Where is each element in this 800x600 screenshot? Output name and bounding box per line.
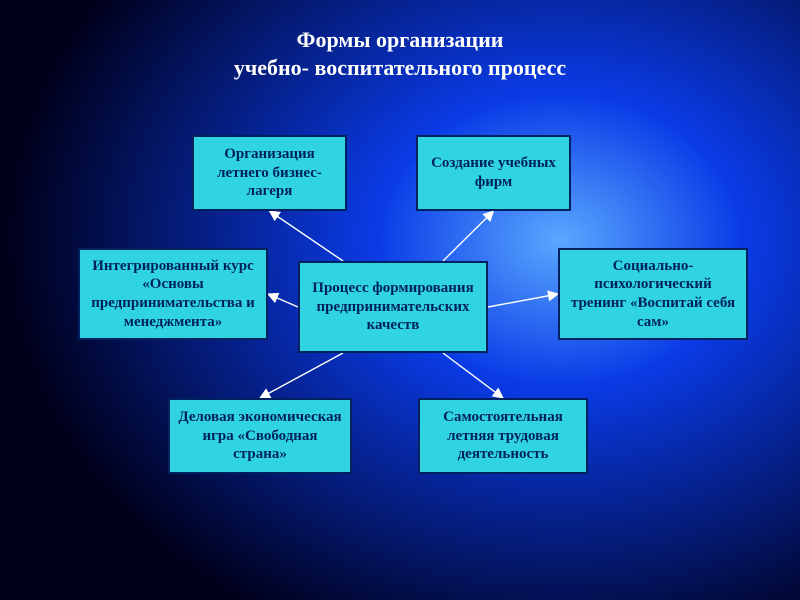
diagram-stage: Формы организации учебно- воспитательног… bbox=[0, 0, 800, 600]
node-top-left: Организация летнего бизнес-лагеря bbox=[192, 135, 347, 211]
node-top-left-label: Организация летнего бизнес-лагеря bbox=[202, 145, 337, 201]
node-right-label: Социально-психологический тренинг «Воспи… bbox=[568, 257, 738, 332]
node-top-right: Создание учебных фирм bbox=[416, 135, 571, 211]
node-right: Социально-психологический тренинг «Воспи… bbox=[558, 248, 748, 340]
title-line-2: учебно- воспитательного процесс bbox=[234, 55, 566, 80]
node-bottom-left-label: Деловая экономическая игра «Свободная ст… bbox=[178, 408, 342, 464]
node-top-right-label: Создание учебных фирм bbox=[426, 154, 561, 192]
node-left-label: Интегрированный курс «Основы предпринима… bbox=[88, 257, 258, 332]
node-left: Интегрированный курс «Основы предпринима… bbox=[78, 248, 268, 340]
node-bottom-left: Деловая экономическая игра «Свободная ст… bbox=[168, 398, 352, 474]
node-center: Процесс формирования предпринимательских… bbox=[298, 261, 488, 353]
title-line-1: Формы организации bbox=[297, 27, 504, 52]
node-bottom-right: Самостоятельная летняя трудовая деятельн… bbox=[418, 398, 588, 474]
node-center-label: Процесс формирования предпринимательских… bbox=[308, 279, 478, 335]
page-title: Формы организации учебно- воспитательног… bbox=[0, 26, 800, 81]
node-bottom-right-label: Самостоятельная летняя трудовая деятельн… bbox=[428, 408, 578, 464]
